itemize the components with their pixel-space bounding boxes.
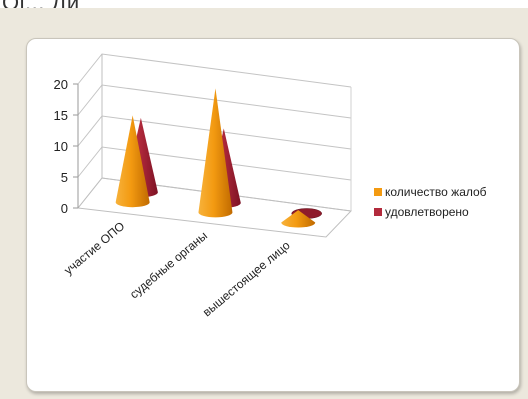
category-label: вышестоящее лицо: [200, 238, 293, 319]
cone-0-0: [115, 115, 150, 208]
data-cones: [115, 88, 322, 228]
legend-swatch: [374, 208, 382, 216]
chart-panel: [26, 38, 520, 392]
y-tick-label: 5: [61, 170, 68, 185]
y-tick-label: 0: [61, 201, 68, 216]
legend-label: удовлетворено: [385, 205, 469, 219]
legend-swatch: [374, 188, 382, 196]
category-label: участие ОПО: [61, 219, 127, 278]
legend-label: количество жалоб: [385, 185, 487, 199]
y-tick-label: 20: [54, 77, 68, 92]
y-tick-label: 10: [54, 139, 68, 154]
cone-0-1: [198, 88, 233, 218]
y-tick-label: 15: [54, 108, 68, 123]
y-axis-ticks: 0 5 10 15 20: [54, 77, 78, 216]
legend: количество жалоб удовлетворено: [374, 185, 487, 219]
gridline: [77, 53, 352, 88]
slide-background: [0, 8, 528, 399]
category-label: судебные органы: [127, 229, 210, 302]
cone-0-2: [281, 210, 316, 228]
